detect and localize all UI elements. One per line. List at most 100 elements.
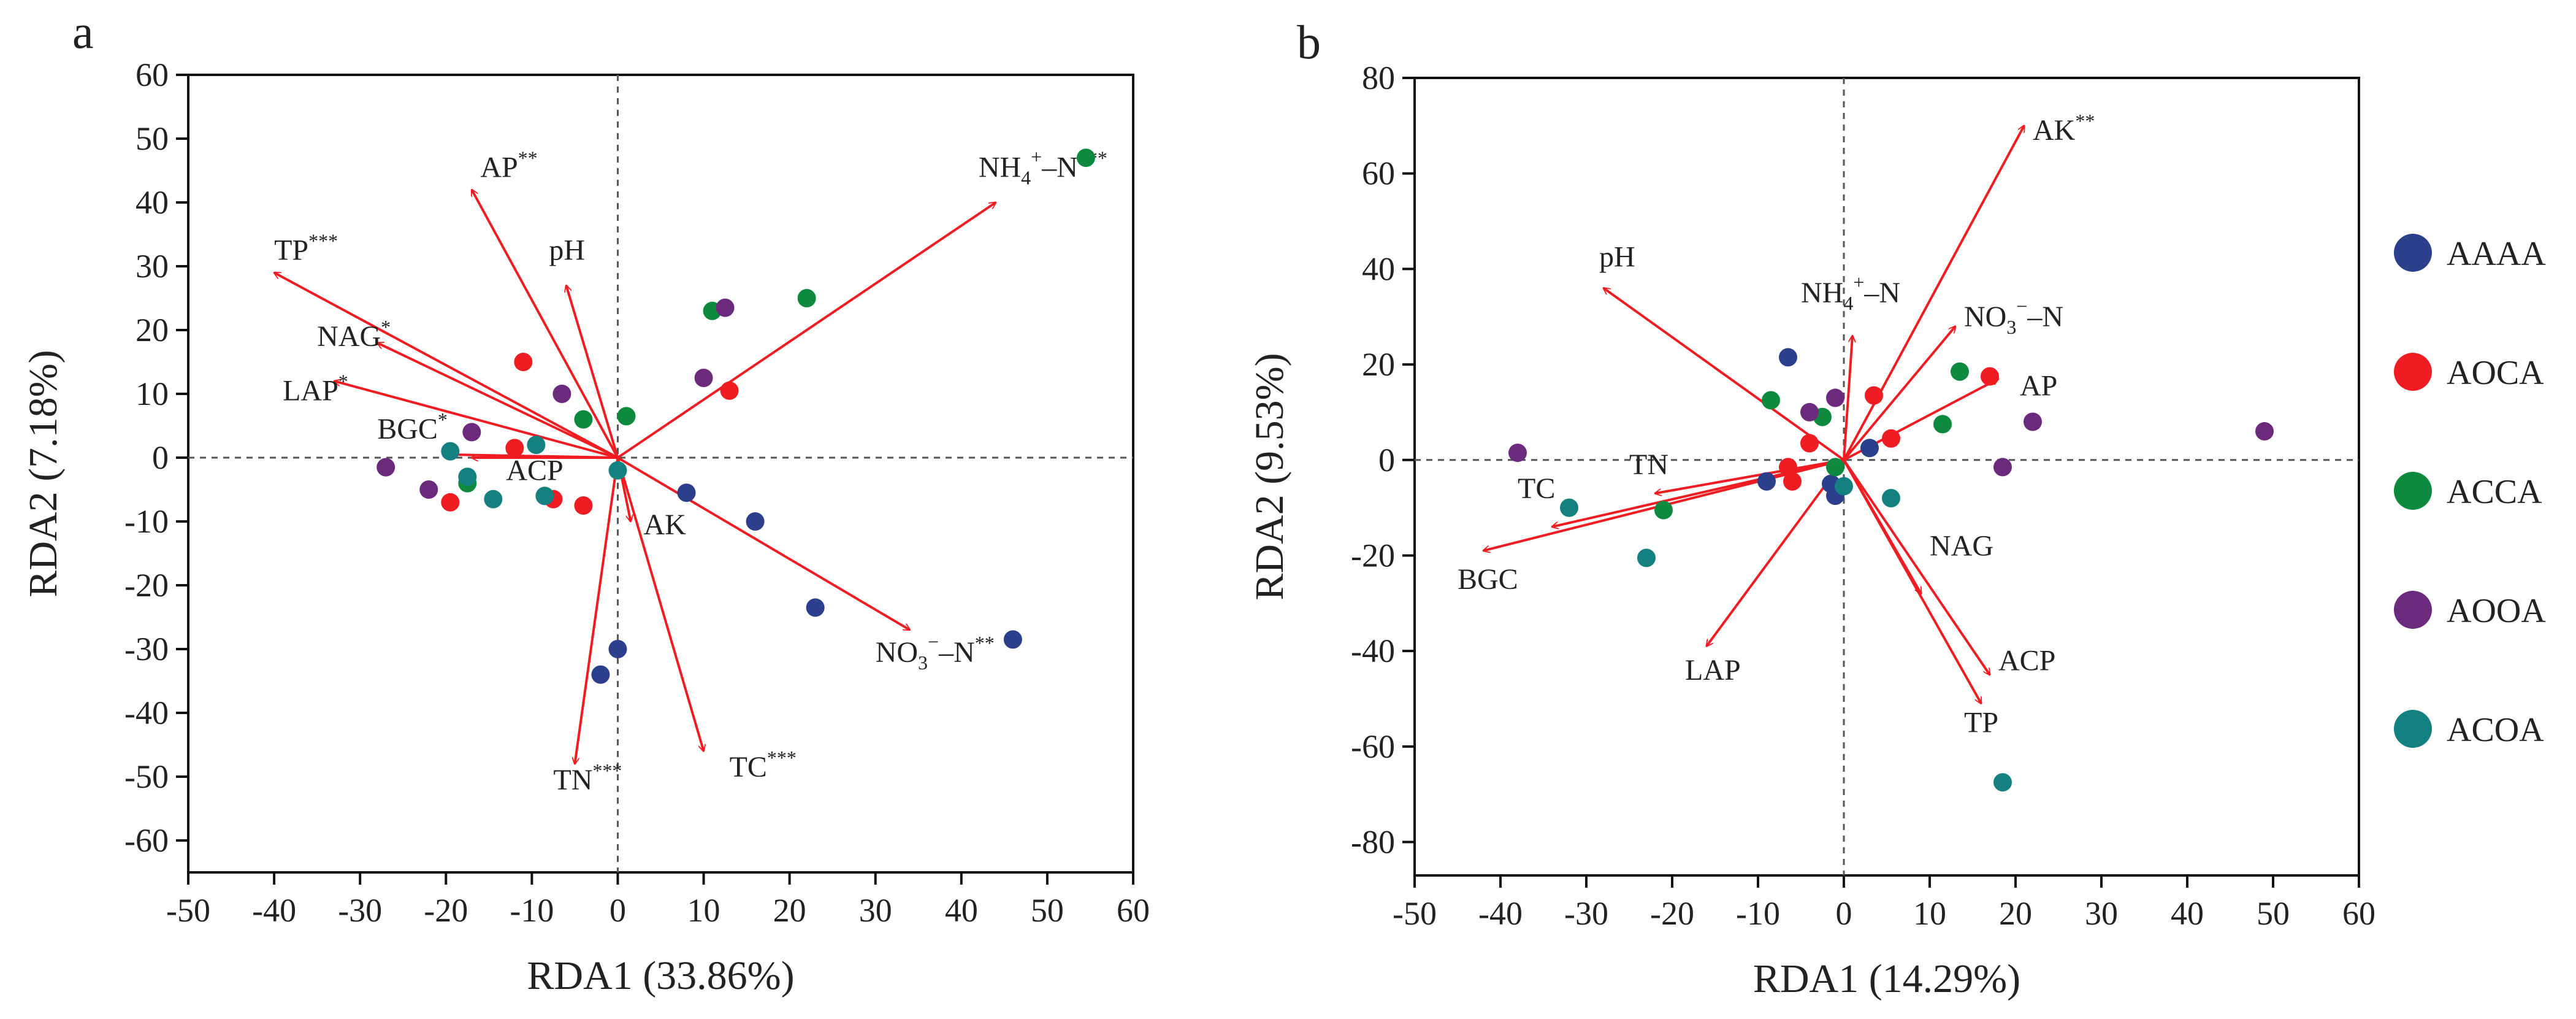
arrow-lap — [1707, 459, 1845, 647]
x-tick-label: 50 — [2257, 895, 2290, 932]
point-aoca — [1981, 367, 1999, 386]
arrow-label: NO3−–N — [1964, 295, 2063, 338]
y-tick-label: 40 — [136, 184, 169, 221]
point-acca — [574, 410, 593, 429]
point-aaaa — [806, 598, 825, 617]
y-tick-label: 0 — [152, 439, 169, 476]
rda-panel-a: a -50 -40 -30 -20 -10 0 10 20 30 40 50 60 -60 -50 -40 -3… — [21, 5, 1150, 998]
x-tick-label: 30 — [859, 892, 892, 929]
point-acoa — [1637, 548, 1656, 567]
x-tick-label: 10 — [687, 892, 720, 929]
point-acoa — [608, 461, 627, 480]
x-tick-label: 40 — [945, 892, 978, 929]
arrow-lap — [334, 381, 618, 459]
x-tick-label: 60 — [1117, 892, 1150, 929]
point-aooa — [1826, 388, 1844, 407]
x-tick-label: -30 — [338, 892, 382, 929]
x-tick-label: -20 — [424, 892, 468, 929]
point-aooa — [1993, 458, 2012, 477]
point-acca — [1951, 362, 1969, 381]
point-aoca — [514, 353, 533, 371]
x-tick-label: 0 — [1836, 895, 1852, 932]
arrow-label: AK — [643, 509, 686, 541]
arrow-tc — [616, 457, 703, 751]
point-aoca — [1865, 386, 1883, 405]
x-tick-label: 20 — [773, 892, 806, 929]
y-tick-label: 50 — [136, 120, 169, 157]
point-acca — [1076, 148, 1095, 167]
x-tick-label: 20 — [1999, 895, 2032, 932]
point-acoa — [527, 436, 546, 455]
arrow-label: TP*** — [274, 230, 338, 267]
y-tick-label: -10 — [124, 503, 169, 540]
y-tick-label: -80 — [1351, 824, 1395, 861]
y-tick-label: -60 — [1351, 728, 1395, 765]
point-acoa — [1882, 489, 1900, 508]
arrow-label: AK** — [2033, 110, 2095, 147]
point-aooa — [376, 458, 396, 477]
arrow-ph — [566, 285, 619, 458]
point-aooa — [419, 480, 438, 499]
x-tick-label: 50 — [1031, 892, 1064, 929]
y-tick-label: 80 — [1362, 60, 1395, 96]
y-tick-label: -40 — [124, 694, 169, 731]
arrow-label: AP** — [480, 147, 537, 183]
panel-letter: a — [72, 5, 94, 58]
point-aaaa — [1757, 472, 1776, 491]
arrow-ap — [470, 190, 619, 458]
arrow-label: ACP — [1998, 644, 2055, 677]
arrow-label: NH4+–N — [1801, 271, 1900, 314]
y-tick-label: 60 — [136, 56, 169, 93]
arrow-label: LAP — [1685, 654, 1741, 686]
legend-marker-aoca — [2394, 353, 2432, 391]
arrow-label: TN*** — [553, 759, 622, 796]
point-acoa — [441, 442, 460, 461]
point-aoca — [505, 439, 524, 458]
arrow-label: NAG — [1930, 529, 1993, 562]
point-aooa — [2024, 412, 2042, 431]
point-aoca — [1779, 458, 1797, 477]
point-acca — [617, 407, 636, 426]
point-aoca — [1882, 429, 1900, 448]
point-aooa — [694, 369, 713, 387]
y-tick-label: 40 — [1362, 250, 1395, 287]
x-tick-label: -20 — [1650, 895, 1694, 932]
arrow-label: NH4+–N*** — [979, 145, 1107, 188]
point-aooa — [716, 298, 735, 317]
arrow-acp — [1843, 459, 1990, 675]
point-aaaa — [608, 640, 627, 658]
y-tick-label: 30 — [136, 248, 169, 285]
y-tick-label: 60 — [1362, 155, 1395, 192]
point-acoa — [535, 486, 554, 506]
point-acoa — [484, 490, 503, 509]
arrow-nh — [617, 202, 995, 459]
point-aaaa — [1779, 348, 1797, 367]
arrow-no — [1843, 326, 1955, 461]
x-tick-label: -10 — [510, 892, 554, 929]
arrow-nh — [1843, 336, 1852, 460]
x-tick-label: -10 — [1736, 895, 1780, 932]
legend-marker-acca — [2394, 472, 2432, 510]
arrow-acp — [446, 455, 618, 459]
arrow-tp — [1843, 459, 1982, 704]
arrow-tn — [575, 457, 619, 764]
plot-frame — [1413, 77, 2360, 877]
x-tick-label: -40 — [1478, 895, 1523, 932]
arrow-label: LAP* — [283, 370, 348, 407]
point-acoa — [1560, 498, 1578, 517]
arrow-label: pH — [1599, 240, 1635, 273]
arrow-label: TN — [1629, 448, 1668, 481]
x-tick-label: 30 — [2085, 895, 2118, 932]
point-acca — [1762, 391, 1780, 410]
arrow-label: BGC* — [377, 409, 448, 445]
arrow-label: TC — [1518, 472, 1555, 505]
point-acca — [1654, 501, 1673, 520]
point-aooa — [2255, 422, 2274, 441]
panel-letter: b — [1297, 15, 1321, 69]
point-aaaa — [1860, 439, 1879, 458]
x-axis-title: RDA1 (33.86%) — [527, 953, 794, 998]
arrow-label: pH — [549, 234, 585, 267]
y-axis-title: RDA2 (7.18%) — [21, 350, 66, 597]
arrow-label: TP — [1964, 706, 1998, 739]
point-aooa — [552, 385, 571, 403]
